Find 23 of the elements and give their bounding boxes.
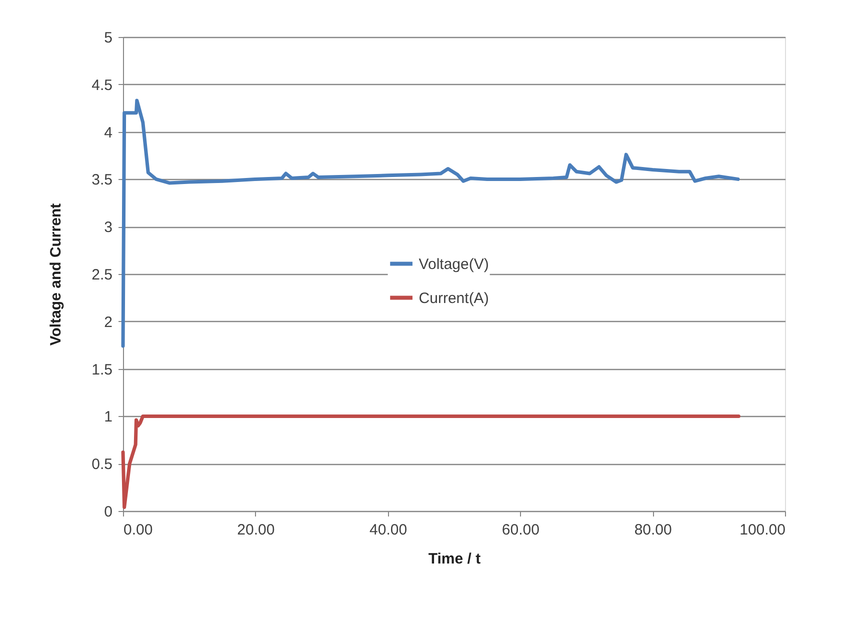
x-tick-label: 100.00 (740, 522, 786, 538)
y-tick-label: 4.5 (92, 76, 112, 94)
line-series (121, 98, 740, 348)
y-tick-label: 2 (104, 314, 112, 331)
y-tick-label: 2.5 (92, 266, 112, 284)
y-tick-label: 4 (104, 124, 112, 142)
legend-label: Voltage(V) (418, 256, 489, 273)
legend-label: Current(A) (418, 290, 489, 307)
y-tick-label: 1 (104, 408, 112, 426)
y-axis-title: Voltage and Current (48, 203, 65, 346)
x-tick-label: 60.00 (502, 522, 540, 538)
x-tick-label: 20.00 (237, 522, 275, 538)
line-series (121, 414, 740, 509)
x-tick-label: 40.00 (370, 522, 408, 538)
x-tick-label: 0.00 (124, 522, 153, 538)
x-axis-title: Time / t (428, 550, 481, 568)
y-tick-label: 0 (104, 504, 112, 520)
y-tick-label: 5 (104, 30, 112, 46)
y-tick-label: 3.5 (92, 172, 112, 189)
x-tick-label: 80.00 (634, 522, 672, 538)
y-tick-label: 0.5 (92, 456, 112, 474)
y-tick-label: 3 (104, 219, 112, 236)
y-tick-label: 1.5 (92, 361, 112, 378)
